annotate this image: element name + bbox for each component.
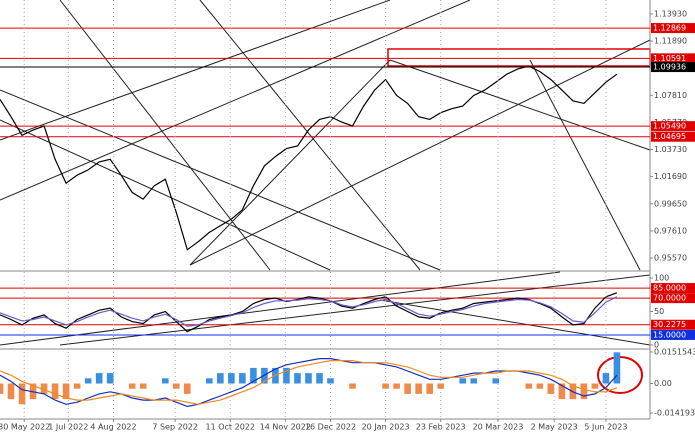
x-tick-label: 11 Oct 2022 — [206, 423, 255, 432]
histogram-bar — [415, 383, 422, 394]
histogram-bar — [382, 383, 389, 389]
y-tick-label: 50 — [654, 307, 664, 316]
histogram-bar — [492, 378, 500, 384]
y-tick-label: 1.13930 — [654, 9, 687, 18]
level-label: 85.0000 — [653, 284, 686, 293]
histogram-bar — [183, 383, 191, 394]
x-tick-label: 14 Nov 2022 — [260, 423, 311, 432]
series-line — [0, 296, 618, 327]
y-tick-label: 0.95570 — [654, 254, 687, 263]
series-line — [0, 292, 618, 333]
y-tick-label: 0.97610 — [654, 226, 687, 235]
level-label-bg — [651, 62, 695, 73]
histogram-bar — [128, 383, 136, 389]
y-tick-label: 100 — [654, 274, 669, 283]
histogram-bar — [558, 383, 566, 400]
level-label: 1.09936 — [653, 63, 686, 72]
level-label: 30.2275 — [653, 320, 686, 329]
level-label: 1.05490 — [653, 122, 686, 131]
histogram-bar — [40, 383, 48, 394]
y-tick-label: 1.01690 — [654, 172, 687, 181]
histogram-bar — [139, 383, 147, 389]
histogram-bar — [239, 373, 246, 384]
histogram-bar — [106, 373, 114, 384]
level-label: 70.0000 — [653, 294, 686, 303]
histogram-bar — [73, 383, 81, 389]
histogram-bar — [426, 383, 433, 394]
histogram-bar — [161, 378, 169, 384]
y-tick-label: 1.07810 — [654, 91, 687, 100]
histogram-bar — [206, 378, 213, 384]
histogram-bar — [393, 383, 400, 389]
x-tick-label: 1 Jul 2022 — [48, 423, 88, 432]
level-label-bg — [651, 329, 695, 340]
level-label: 1.04695 — [653, 132, 686, 141]
y-tick-label: 0.00 — [654, 379, 672, 388]
histogram-bar — [228, 373, 235, 384]
histogram-bar — [51, 383, 59, 400]
x-tick-label: 5 Jun 2023 — [584, 423, 627, 432]
x-tick-label: 7 Sep 2022 — [152, 423, 198, 432]
level-label-bg — [651, 53, 695, 64]
x-tick-label: 4 Aug 2022 — [90, 423, 136, 432]
histogram-bar — [294, 373, 301, 384]
histogram-bar — [316, 373, 323, 384]
y-tick-label: 0.0151543 — [654, 348, 695, 357]
y-tick-label: 0 — [654, 340, 659, 349]
x-tick-label: 20 Mar 2023 — [473, 423, 524, 432]
histogram-bar — [602, 373, 610, 384]
histogram-bar — [0, 383, 4, 394]
y-tick-label: 1.11890 — [654, 37, 687, 46]
histogram-bar — [62, 383, 70, 400]
x-tick-label: 23 Feb 2023 — [416, 423, 466, 432]
trendlines — [0, 0, 651, 346]
level-label-bg — [651, 319, 695, 330]
y-tick-label: 1.03730 — [654, 145, 687, 154]
level-label: 15.0000 — [653, 330, 686, 339]
histogram-bar — [437, 383, 444, 389]
histogram-bar — [536, 383, 544, 389]
histogram-bar — [349, 383, 356, 389]
level-label: 1.10591 — [653, 54, 686, 63]
histogram-bar — [525, 383, 533, 389]
histogram-bar — [283, 367, 290, 384]
histogram-bar — [305, 373, 312, 384]
histogram-bar — [172, 383, 180, 389]
histogram-bar — [7, 383, 15, 400]
x-tick-label: 2 May 2023 — [531, 423, 578, 432]
level-label-bg — [651, 23, 695, 34]
y-tick-label: 0.99650 — [654, 199, 687, 208]
level-label-bg — [651, 121, 695, 132]
histogram-bar — [18, 383, 26, 405]
histogram-bar — [470, 378, 478, 384]
series-line — [0, 360, 618, 405]
x-tick-label: 20 Jan 2023 — [362, 423, 410, 432]
histogram-bar — [547, 383, 555, 394]
histogram-bar — [217, 373, 224, 384]
level-label-bg — [651, 283, 695, 294]
x-tick-label: 16 Dec 2022 — [305, 423, 356, 432]
histogram-bar — [404, 383, 411, 394]
x-tick-label: 30 May 2022 — [0, 423, 50, 432]
histogram-bar — [459, 378, 467, 384]
histogram-bar — [84, 378, 92, 384]
level-label: 1.12869 — [653, 24, 686, 33]
histogram-bar — [580, 383, 588, 400]
level-label-bg — [651, 293, 695, 304]
histogram-bar — [327, 378, 334, 384]
histogram-bar — [95, 373, 103, 384]
histogram-bar — [250, 367, 257, 384]
histogram-bar — [591, 383, 599, 389]
level-label-bg — [651, 131, 695, 142]
histogram-bar — [613, 352, 621, 384]
series-line — [0, 65, 618, 251]
